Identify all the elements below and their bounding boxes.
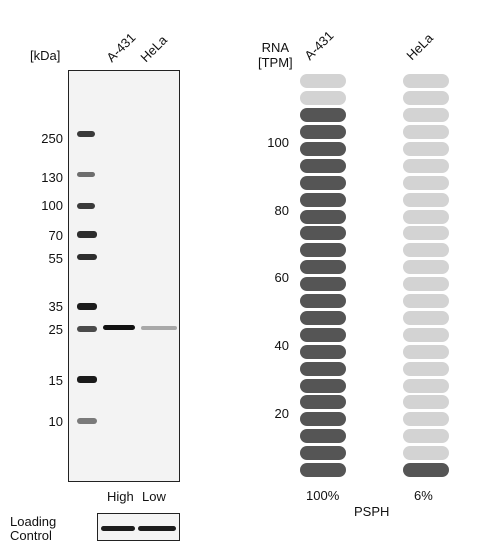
- rna-segment-a-431-8: [300, 344, 346, 359]
- rna-segment-a-431-1: [300, 463, 346, 477]
- rna-segment-hela-10: [403, 310, 449, 325]
- rna-ytick-60: 60: [274, 270, 289, 285]
- control-band-hela: [138, 526, 176, 531]
- rna-segment-hela-22: [403, 108, 449, 123]
- loading-control-line1: Loading: [10, 514, 57, 529]
- ladder-band-250: [77, 131, 95, 137]
- rna-ytick-80: 80: [274, 203, 289, 218]
- mw-label-130: 130: [41, 170, 63, 185]
- rna-segment-hela-1: [403, 463, 449, 477]
- lane-label-hela: HeLa: [137, 32, 170, 65]
- rna-segment-a-431-23: [300, 91, 346, 106]
- band-a431: [103, 325, 135, 330]
- rna-segment-a-431-14: [300, 243, 346, 258]
- rna-segment-hela-6: [403, 378, 449, 393]
- mw-label-35: 35: [48, 299, 63, 314]
- rna-ytick-20: 20: [274, 406, 289, 421]
- mw-label-25: 25: [48, 322, 63, 337]
- mw-label-55: 55: [48, 251, 63, 266]
- rna-segment-hela-21: [403, 125, 449, 139]
- ladder-band-10: [77, 418, 97, 424]
- rna-segment-a-431-19: [300, 158, 346, 173]
- rna-ytick-100: 100: [267, 135, 289, 150]
- rna-value-label-a431: 100%: [306, 488, 340, 503]
- rna-segment-a-431-5: [300, 395, 346, 410]
- rna-segment-a-431-3: [300, 429, 346, 444]
- band-hela: [141, 326, 177, 330]
- rna-segment-a-431-12: [300, 277, 346, 292]
- mw-label-250: 250: [41, 131, 63, 146]
- rna-segment-a-431-17: [300, 192, 346, 207]
- ladder-band-35: [77, 303, 97, 310]
- rna-segment-hela-8: [403, 344, 449, 359]
- rna-segment-hela-18: [403, 175, 449, 190]
- rna-segment-hela-7: [403, 361, 449, 376]
- rna-segment-hela-23: [403, 91, 449, 106]
- rna-title-line2: [TPM]: [258, 55, 293, 70]
- rna-title-line1: RNA: [261, 40, 290, 55]
- rna-value-label-hela: 6%: [414, 488, 433, 503]
- rna-segment-hela-11: [403, 294, 449, 308]
- ladder-band-100: [77, 203, 95, 209]
- control-band-a431: [101, 526, 135, 531]
- mw-label-100: 100: [41, 198, 63, 213]
- rna-segment-a-431-20: [300, 141, 346, 156]
- western-blot-membrane: [68, 70, 180, 482]
- rna-segment-a-431-13: [300, 260, 346, 275]
- rna-ytick-40: 40: [274, 338, 289, 353]
- rna-segment-hela-17: [403, 192, 449, 207]
- rna-segment-a-431-21: [300, 125, 346, 139]
- rna-segment-a-431-18: [300, 175, 346, 190]
- rna-segment-a-431-22: [300, 108, 346, 123]
- rna-segment-a-431-15: [300, 226, 346, 241]
- expression-label-high: High: [107, 489, 134, 504]
- rna-segment-a-431-11: [300, 294, 346, 308]
- rna-segment-hela-15: [403, 226, 449, 241]
- mw-label-15: 15: [48, 373, 63, 388]
- rna-segment-a-431-24: [300, 74, 346, 89]
- rna-segment-a-431-2: [300, 446, 346, 461]
- rna-segment-hela-2: [403, 446, 449, 461]
- rna-bar-hela: [403, 0, 449, 547]
- rna-segment-hela-9: [403, 327, 449, 342]
- rna-segment-hela-20: [403, 141, 449, 156]
- rna-segment-a-431-6: [300, 378, 346, 393]
- rna-axis-title: RNA [TPM]: [258, 40, 293, 70]
- kda-unit-label: [kDa]: [30, 48, 61, 63]
- mw-label-10: 10: [48, 414, 63, 429]
- ladder-band-130: [77, 172, 95, 177]
- ladder-band-15: [77, 376, 97, 383]
- mw-label-70: 70: [48, 228, 63, 243]
- ladder-band-55: [77, 254, 97, 260]
- rna-bar-a431: [300, 0, 346, 547]
- rna-segment-hela-3: [403, 429, 449, 444]
- rna-segment-hela-12: [403, 277, 449, 292]
- expression-label-low: Low: [142, 489, 166, 504]
- lane-label-a431: A-431: [103, 29, 139, 65]
- rna-segment-hela-5: [403, 395, 449, 410]
- rna-segment-hela-16: [403, 209, 449, 224]
- loading-control-blot: [97, 513, 180, 541]
- rna-segment-hela-4: [403, 412, 449, 427]
- rna-segment-hela-24: [403, 74, 449, 89]
- ladder-band-70: [77, 231, 97, 238]
- ladder-band-25: [77, 326, 97, 332]
- rna-segment-hela-13: [403, 260, 449, 275]
- rna-segment-hela-19: [403, 158, 449, 173]
- rna-segment-hela-14: [403, 243, 449, 258]
- loading-control-line2: Control: [10, 528, 52, 543]
- loading-control-label: Loading Control: [10, 515, 56, 543]
- rna-segment-a-431-9: [300, 327, 346, 342]
- rna-segment-a-431-10: [300, 310, 346, 325]
- rna-segment-a-431-16: [300, 209, 346, 224]
- rna-segment-a-431-4: [300, 412, 346, 427]
- rna-segment-a-431-7: [300, 361, 346, 376]
- gene-name-label: PSPH: [354, 504, 390, 519]
